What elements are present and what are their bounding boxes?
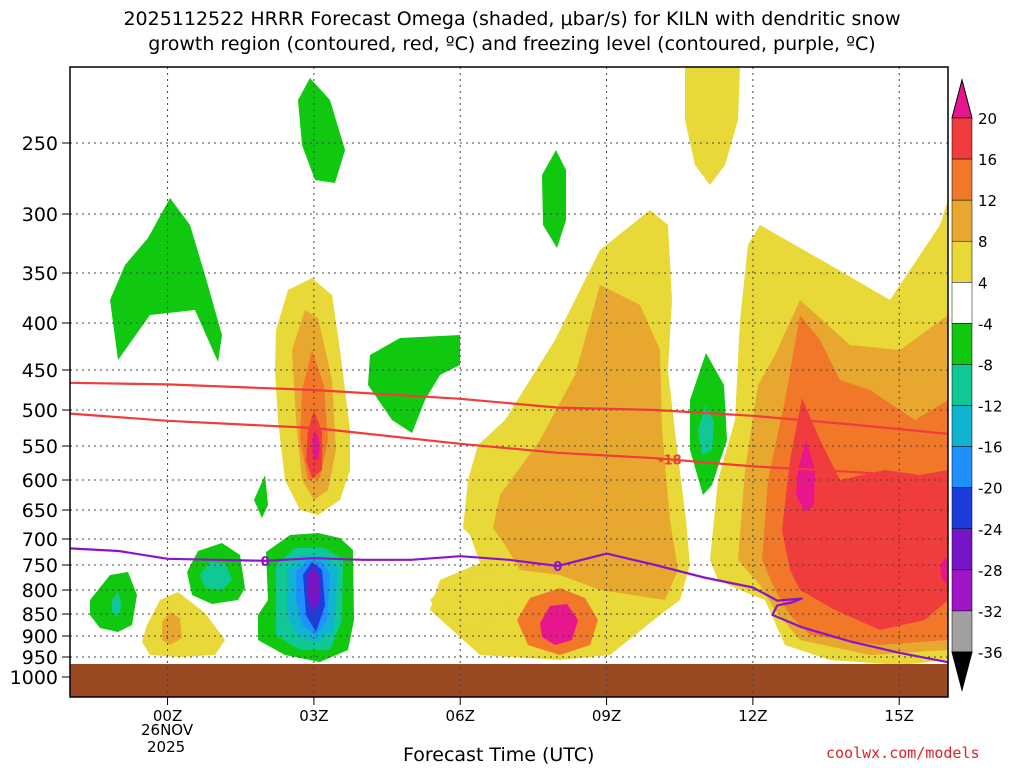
x-tick-label-12Z: 12Z (738, 707, 767, 725)
date-label-day: 26NOV (141, 721, 194, 739)
omega-region-pos4-e (142, 592, 225, 657)
y-tick-label-750: 750 (22, 555, 58, 577)
colorbar-label--28: -28 (978, 562, 1003, 580)
colorbar-segment-0 (951, 117, 973, 160)
colorbar-segment-5 (951, 323, 973, 365)
colorbar-segment-6 (951, 364, 973, 406)
x-tick-label-15Z: 15Z (885, 707, 914, 725)
contour-line-1 (69, 412, 949, 480)
colorbar-label-16: 16 (978, 151, 997, 169)
date-label-year: 2025 (147, 738, 186, 756)
colorbar-segment-4 (951, 282, 973, 324)
colorbar-top-triangle (951, 78, 973, 119)
y-tick-label-550: 550 (22, 436, 58, 458)
ground-fill (70, 664, 948, 697)
x-axis: 00Z 03Z 06Z 09Z 12Z 15Z (153, 697, 914, 725)
colorbar-label--8: -8 (978, 356, 993, 374)
omega-region-pos16-c (782, 398, 948, 630)
y-tick-label-950: 950 (22, 647, 58, 669)
y-tick-label-350: 350 (22, 263, 58, 285)
y-tick-label-400: 400 (22, 313, 58, 335)
omega-region-neg4-c (542, 150, 566, 248)
y-tick-label-450: 450 (22, 360, 58, 382)
contour-line-2 (69, 547, 949, 664)
grid-lines (70, 67, 948, 697)
colorbar: 20 16 12 8 4 -4 -8 -12 -16 -20 -24 -28 -32 -36 (951, 78, 1003, 692)
x-tick-label-00Z: 00Z (153, 707, 182, 725)
omega-region-neg8-g (112, 592, 122, 617)
colorbar-segment-9 (951, 487, 973, 530)
y-tick-label-900: 900 (22, 626, 58, 648)
y-tick-label-600: 600 (22, 470, 58, 492)
x-tick-label-03Z: 03Z (299, 707, 328, 725)
credit-text: coolwx.com/models (826, 744, 980, 762)
omega-region-neg4-b (298, 78, 345, 183)
y-axis: 2503003504004505005506006507007508008509… (10, 133, 70, 689)
colorbar-bottom-triangle (951, 651, 973, 692)
colorbar-label-4: 4 (978, 274, 988, 292)
colorbar-label-12: 12 (978, 192, 997, 210)
y-tick-label-650: 650 (22, 500, 58, 522)
colorbar-label-20: 20 (978, 110, 997, 128)
colorbar-label--32: -32 (978, 603, 1003, 621)
colorbar-segment-3 (951, 240, 973, 283)
x-tick-label-06Z: 06Z (446, 707, 475, 725)
chart-title-line-2: growth region (contoured, red, ºC) and f… (148, 33, 876, 55)
x-axis-label: Forecast Time (UTC) (403, 744, 595, 766)
x-tick-label-09Z: 09Z (592, 707, 621, 725)
colorbar-segment-8 (951, 446, 973, 488)
y-tick-label-500: 500 (22, 400, 58, 422)
y-tick-label-250: 250 (22, 133, 58, 155)
y-tick-label-300: 300 (22, 204, 58, 226)
colorbar-label-8: 8 (978, 233, 988, 251)
contour-label: 0 (261, 555, 270, 570)
y-tick-label-700: 700 (22, 529, 58, 551)
omega-region-neg8-f (698, 405, 714, 455)
colorbar-label--16: -16 (978, 439, 1003, 457)
colorbar-segment-7 (951, 405, 973, 447)
omega-region-pos20-d (940, 555, 948, 585)
contour-lines: -18 0 0 (69, 381, 949, 664)
contour-label: 0 (553, 560, 562, 575)
colorbar-label--36: -36 (978, 644, 1003, 662)
omega-region-pos8-e (162, 612, 182, 645)
colorbar-label--12: -12 (978, 398, 1003, 416)
colorbar-label--24: -24 (978, 521, 1003, 539)
omega-region-pos4-b (685, 67, 740, 185)
chart-title-line-1: 2025112522 HRRR Forecast Omega (shaded, … (123, 8, 901, 30)
omega-region-neg4-a (110, 198, 222, 362)
omega-region-pos20-c (796, 440, 815, 512)
colorbar-label--20: -20 (978, 480, 1003, 498)
omega-region-neg8-h (200, 562, 232, 590)
colorbar-segment-12 (951, 610, 973, 653)
colorbar-segment-11 (951, 569, 973, 612)
omega-shading (90, 67, 948, 665)
y-tick-label-1000: 1000 (10, 667, 58, 689)
colorbar-label--4: -4 (978, 315, 993, 333)
y-tick-label-850: 850 (22, 604, 58, 626)
contour-line-0 (69, 381, 949, 435)
colorbar-segment-1 (951, 158, 973, 201)
contour-label: -18 (658, 453, 682, 468)
colorbar-segment-2 (951, 199, 973, 242)
omega-region-neg4-d (368, 335, 460, 433)
colorbar-segment-10 (951, 528, 973, 571)
y-tick-label-800: 800 (22, 580, 58, 602)
plot-frame (69, 66, 949, 698)
omega-region-neg4-e (254, 475, 268, 518)
omega-region-pos8-a (493, 285, 678, 600)
